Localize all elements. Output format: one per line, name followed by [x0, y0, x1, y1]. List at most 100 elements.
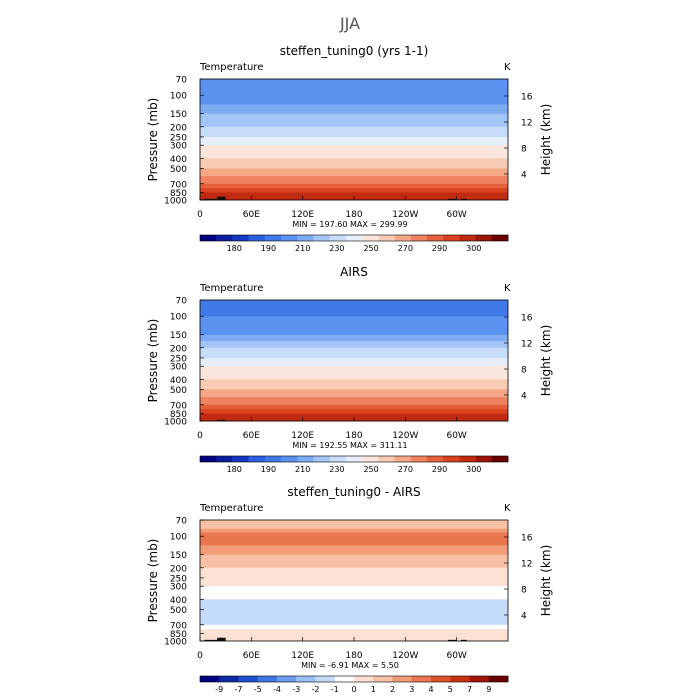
contour-band — [200, 79, 508, 96]
units-label: K — [504, 62, 511, 73]
contour-band — [200, 532, 508, 537]
contour-band — [200, 409, 508, 415]
colorbar-label: 250 — [363, 244, 378, 253]
colorbar-label: 0 — [351, 685, 356, 694]
colorbar-swatch — [378, 456, 395, 462]
contour-band — [200, 379, 508, 390]
colorbar-swatch — [219, 676, 239, 682]
contour-band — [200, 334, 508, 342]
colorbar-swatch — [362, 235, 379, 241]
y-tick-label: 300 — [170, 363, 187, 373]
colorbar-swatch — [392, 676, 413, 682]
contour-band — [200, 158, 508, 169]
x-tick-label: 120E — [291, 651, 314, 661]
land-mask — [204, 639, 226, 641]
colorbar-swatch — [459, 235, 476, 241]
y-tick-label: 250 — [170, 574, 187, 584]
colorbar-swatch — [378, 235, 395, 241]
y-tick-label: 300 — [170, 583, 187, 593]
y-axis-title: Pressure (mb) — [146, 319, 160, 403]
contour-band — [200, 183, 508, 189]
colorbar-label: 290 — [432, 244, 447, 253]
contour-band — [200, 536, 508, 546]
colorbar-swatch — [488, 676, 509, 682]
y-tick-label: 150 — [170, 331, 187, 341]
colorbar-label: 190 — [261, 244, 276, 253]
y-axis-title: Pressure (mb) — [146, 539, 160, 623]
y-tick-label: 100 — [170, 92, 187, 102]
y-tick-label: 400 — [170, 155, 187, 165]
y-tick-label: 150 — [170, 551, 187, 561]
contour-bands — [200, 520, 508, 642]
colorbar-swatch — [232, 235, 249, 241]
colorbar-label: -4 — [273, 685, 281, 694]
contour-band — [200, 357, 508, 367]
colorbar-swatch — [313, 235, 330, 241]
contour-band — [200, 609, 508, 626]
colorbar-swatch — [394, 456, 412, 462]
colorbar-swatch — [410, 456, 428, 462]
contour-band — [200, 188, 508, 194]
colorbar-label: 2 — [390, 685, 395, 694]
height-tick-label: 16 — [521, 313, 533, 323]
y-axis-right-title: Height (km) — [539, 325, 553, 396]
colorbar-swatch — [277, 676, 297, 682]
colorbar-swatch — [297, 235, 314, 241]
variable-label: Temperature — [199, 283, 263, 294]
colorbar-swatch — [257, 676, 278, 682]
colorbar-label: -9 — [215, 685, 223, 694]
x-tick-label: 0 — [197, 210, 203, 220]
colorbar-label: -1 — [331, 685, 339, 694]
contour-band — [200, 567, 508, 579]
y-tick-label: 850 — [170, 189, 187, 199]
x-tick-label: 0 — [197, 651, 203, 661]
colorbar-swatch — [216, 235, 233, 241]
colorbar-swatch — [248, 235, 266, 241]
panel-title: steffen_tuning0 (yrs 1-1) — [280, 44, 429, 58]
contour-band — [200, 366, 508, 380]
contour-band — [200, 554, 508, 569]
colorbar-swatch — [313, 456, 330, 462]
y-axis-right-title: Height (km) — [539, 545, 553, 616]
colorbar-label: 230 — [329, 244, 344, 253]
land-mask — [204, 198, 226, 200]
colorbar-swatch — [475, 456, 493, 462]
colorbar-label: 230 — [329, 465, 344, 474]
colorbar-swatch — [264, 456, 282, 462]
contour-band — [200, 113, 508, 128]
units-label: K — [504, 503, 511, 514]
contour-band — [200, 520, 508, 530]
x-tick-label: 120W — [392, 431, 418, 441]
colorbar-label: 210 — [295, 465, 310, 474]
colorbar-label: -3 — [292, 685, 300, 694]
colorbar-label: 180 — [227, 244, 242, 253]
colorbar-label: 190 — [261, 465, 276, 474]
panels: steffen_tuning0 (yrs 1-1) Temperature K 7 0 1… — [146, 44, 553, 694]
colorbar-label: 5 — [448, 685, 453, 694]
contour-band — [200, 629, 508, 635]
colorbar-label: 180 — [227, 465, 242, 474]
colorbar-label: 3 — [409, 685, 414, 694]
y-tick-label: 300 — [170, 142, 187, 152]
colorbar-swatch — [334, 676, 355, 682]
contour-band — [200, 300, 508, 317]
y-tick-label: 100 — [170, 313, 187, 323]
colorbar-label: -2 — [312, 685, 320, 694]
colorbar-label: 7 — [467, 685, 472, 694]
y-tick-label: 700 — [170, 401, 187, 411]
x-tick-label: 60W — [446, 431, 466, 441]
colorbar-swatch — [297, 456, 314, 462]
x-tick-label: 180 — [345, 210, 362, 220]
y-tick-label: 850 — [170, 410, 187, 420]
contour-band — [200, 599, 508, 610]
x-tick-label: 180 — [345, 431, 362, 441]
x-tick-label: 0 — [197, 431, 203, 441]
chart-panel-1: steffen_tuning0 (yrs 1-1) Temperature K 70 1… — [146, 44, 553, 253]
contour-band — [200, 136, 508, 146]
y-tick-label: 700 — [170, 180, 187, 190]
land-mask — [217, 419, 226, 421]
contour-band — [200, 545, 508, 556]
colorbar-swatch — [443, 235, 460, 241]
